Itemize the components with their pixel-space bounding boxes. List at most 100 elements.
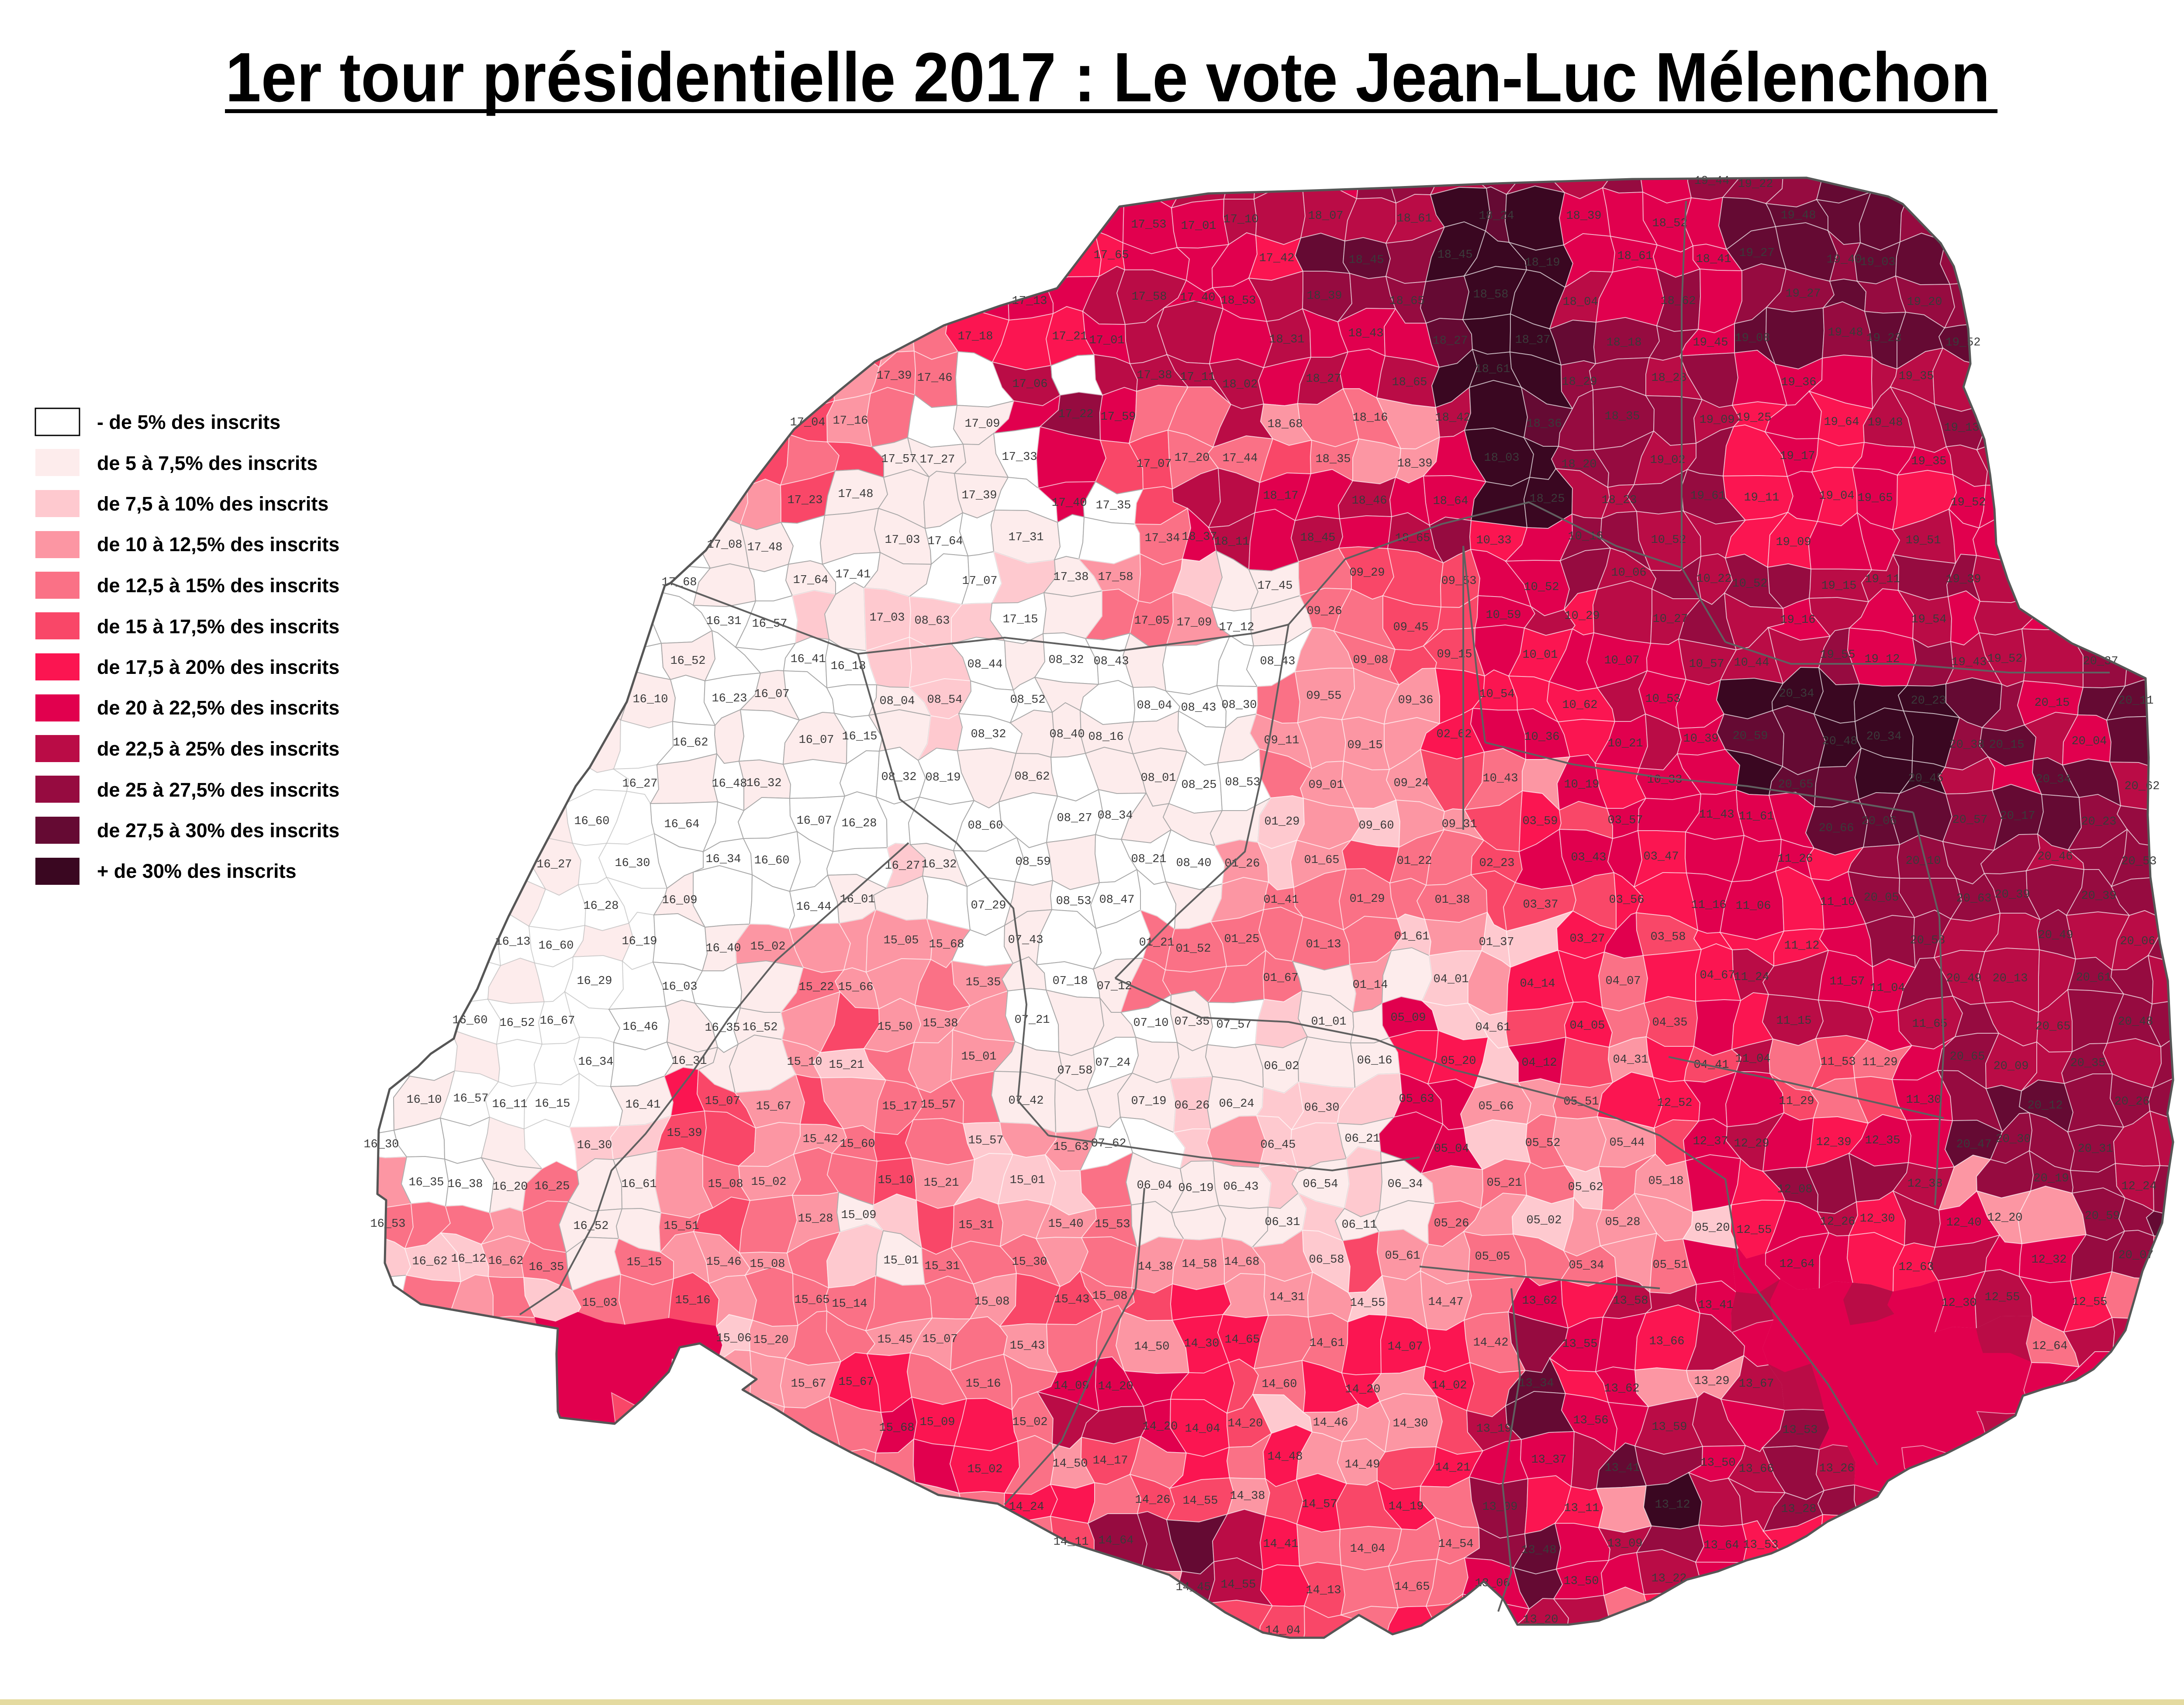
- svg-text:20_53: 20_53: [2121, 855, 2156, 868]
- svg-text:07_43: 07_43: [1008, 934, 1043, 947]
- svg-text:18_07: 18_07: [1308, 210, 1343, 223]
- svg-text:13_53: 13_53: [1743, 1539, 1778, 1552]
- svg-text:04_07: 04_07: [1605, 975, 1641, 988]
- svg-text:de 17,5 à 20% des inscrits: de 17,5 à 20% des inscrits: [97, 656, 339, 678]
- svg-text:15_02: 15_02: [751, 1176, 786, 1189]
- svg-text:02_62: 02_62: [1436, 728, 1472, 741]
- svg-text:17_05: 17_05: [1134, 614, 1169, 628]
- svg-text:19_39: 19_39: [1946, 573, 1981, 586]
- svg-text:16_53: 16_53: [370, 1218, 405, 1231]
- svg-text:19_08: 19_08: [1735, 332, 1770, 345]
- svg-text:17_06: 17_06: [1012, 378, 1047, 391]
- svg-text:05_44: 05_44: [1609, 1136, 1645, 1149]
- svg-text:13_19: 13_19: [1476, 1422, 1511, 1436]
- svg-text:18_27: 18_27: [1306, 373, 1341, 386]
- svg-text:05_18: 05_18: [1648, 1175, 1683, 1188]
- svg-text:08_62: 08_62: [1014, 770, 1050, 783]
- svg-text:18_39: 18_39: [1566, 210, 1601, 223]
- svg-text:18_11: 18_11: [1214, 535, 1249, 549]
- svg-text:16_62: 16_62: [673, 736, 708, 749]
- svg-text:16_03: 16_03: [662, 980, 697, 994]
- svg-text:10_01: 10_01: [1522, 649, 1558, 662]
- svg-text:09_55: 09_55: [1306, 690, 1341, 703]
- svg-text:06_45: 06_45: [1260, 1139, 1296, 1152]
- svg-text:17_21: 17_21: [1052, 330, 1087, 343]
- svg-text:07_12: 07_12: [1096, 980, 1132, 993]
- svg-text:16_20: 16_20: [492, 1180, 528, 1194]
- svg-text:05_62: 05_62: [1568, 1181, 1603, 1194]
- svg-text:04_31: 04_31: [1613, 1053, 1648, 1066]
- svg-text:20_04: 20_04: [2071, 735, 2107, 748]
- svg-text:16_34: 16_34: [578, 1056, 613, 1069]
- svg-text:13_62: 13_62: [1522, 1294, 1557, 1308]
- svg-text:05_21: 05_21: [1486, 1177, 1522, 1190]
- svg-text:20_38: 20_38: [1949, 739, 1984, 752]
- svg-text:16_30: 16_30: [615, 857, 650, 870]
- svg-text:14_09: 14_09: [1054, 1380, 1089, 1393]
- svg-text:15_68: 15_68: [929, 938, 964, 951]
- svg-text:10_22: 10_22: [1696, 573, 1731, 586]
- svg-text:16_57: 16_57: [453, 1092, 488, 1105]
- svg-text:16_34: 16_34: [705, 853, 741, 866]
- svg-text:18_23: 18_23: [1601, 494, 1637, 507]
- svg-text:16_07: 16_07: [798, 734, 834, 747]
- svg-text:15_08: 15_08: [750, 1258, 785, 1271]
- svg-text:13_41: 13_41: [1604, 1462, 1640, 1475]
- svg-text:03_57: 03_57: [1607, 814, 1643, 827]
- svg-text:13_67: 13_67: [1738, 1377, 1774, 1391]
- svg-text:06_34: 06_34: [1387, 1178, 1423, 1191]
- svg-text:11_29: 11_29: [1862, 1056, 1897, 1069]
- svg-text:13_28: 13_28: [1781, 1503, 1816, 1516]
- svg-text:16_28: 16_28: [583, 900, 619, 913]
- svg-text:19_04: 19_04: [1819, 490, 1854, 503]
- svg-text:14_20: 14_20: [1227, 1417, 1263, 1430]
- svg-text:12_39: 12_39: [1816, 1136, 1851, 1149]
- svg-text:14_31: 14_31: [1269, 1291, 1305, 1304]
- svg-text:de 27,5 à 30% des inscrits: de 27,5 à 30% des inscrits: [97, 819, 339, 842]
- svg-text:16_35: 16_35: [408, 1176, 444, 1189]
- svg-text:17_11: 17_11: [1180, 371, 1215, 384]
- svg-text:07_42: 07_42: [1008, 1094, 1044, 1108]
- svg-text:de 20 à 22,5% des inscrits: de 20 à 22,5% des inscrits: [97, 697, 339, 719]
- svg-text:17_42: 17_42: [1259, 252, 1294, 265]
- svg-text:13_09: 13_09: [1482, 1501, 1517, 1514]
- svg-text:15_08: 15_08: [1092, 1290, 1127, 1303]
- svg-text:19_35: 19_35: [1898, 370, 1934, 383]
- svg-text:12_32: 12_32: [2031, 1253, 2067, 1267]
- svg-text:17_40: 17_40: [1180, 291, 1215, 304]
- svg-text:20_65: 20_65: [2035, 1020, 2070, 1033]
- svg-text:15_46: 15_46: [706, 1256, 741, 1269]
- svg-text:15_09: 15_09: [919, 1416, 955, 1429]
- svg-text:08_53: 08_53: [1056, 895, 1091, 908]
- svg-text:10_59: 10_59: [1486, 609, 1521, 622]
- svg-text:15_68: 15_68: [879, 1422, 914, 1435]
- svg-text:09_60: 09_60: [1358, 819, 1394, 832]
- svg-text:09_31: 09_31: [1441, 818, 1477, 831]
- svg-text:10_19: 10_19: [1564, 778, 1599, 791]
- svg-text:08_40: 08_40: [1176, 857, 1211, 870]
- svg-text:14_47: 14_47: [1428, 1296, 1463, 1309]
- svg-text:16_10: 16_10: [632, 693, 668, 706]
- svg-text:20_09: 20_09: [1993, 1060, 2028, 1073]
- svg-text:19_11: 19_11: [1865, 573, 1900, 586]
- svg-text:14_20: 14_20: [1142, 1420, 1178, 1433]
- svg-text:20_15: 20_15: [1989, 739, 2024, 752]
- svg-text:17_48: 17_48: [747, 541, 782, 554]
- svg-text:19_40: 19_40: [1826, 253, 1862, 266]
- svg-text:17_64: 17_64: [927, 535, 963, 548]
- svg-text:18_45: 18_45: [1300, 532, 1335, 545]
- svg-text:de 12,5 à 15% des inscrits: de 12,5 à 15% des inscrits: [97, 574, 339, 597]
- svg-text:16_46: 16_46: [622, 1021, 658, 1034]
- svg-text:08_40: 08_40: [1049, 728, 1085, 741]
- svg-text:05_34: 05_34: [1569, 1259, 1604, 1272]
- svg-text:16_32: 16_32: [921, 858, 957, 871]
- svg-text:15_16: 15_16: [675, 1294, 710, 1307]
- svg-text:20_10: 20_10: [1905, 855, 1941, 868]
- svg-text:15_16: 15_16: [965, 1377, 1001, 1391]
- svg-text:20_35: 20_35: [2070, 1057, 2105, 1070]
- svg-text:18_39: 18_39: [1397, 457, 1432, 470]
- svg-text:08_54: 08_54: [927, 694, 962, 707]
- svg-text:18_17: 18_17: [1263, 490, 1298, 503]
- svg-text:18_64: 18_64: [1433, 495, 1468, 508]
- svg-text:10_29: 10_29: [1564, 610, 1600, 623]
